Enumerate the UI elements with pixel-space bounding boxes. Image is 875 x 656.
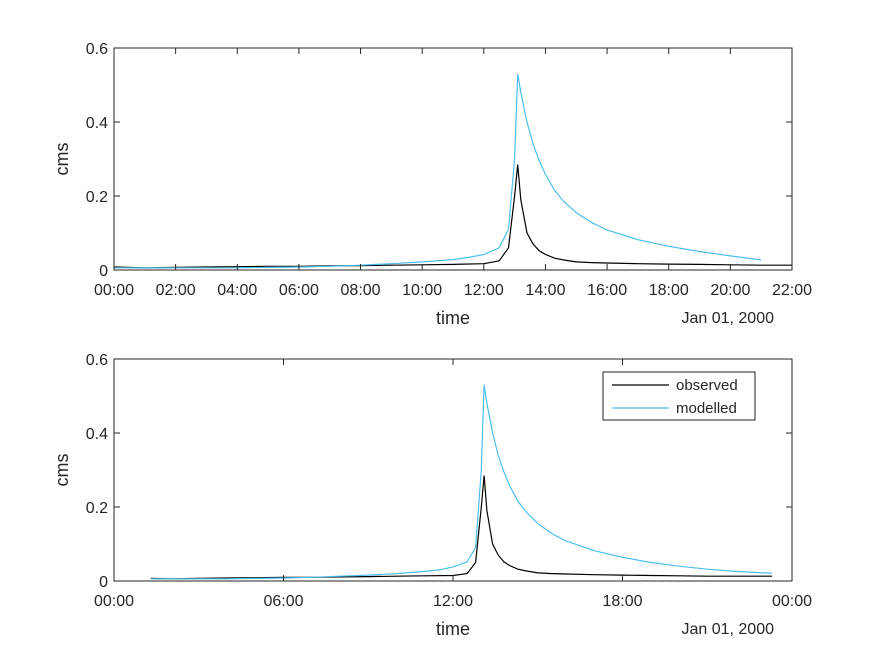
x-tick-label: 22:00: [772, 282, 812, 299]
x-tick-label: 20:00: [710, 282, 750, 299]
x-tick-label: 00:00: [94, 282, 134, 299]
series-line-modelled: [150, 384, 773, 580]
x-tick-label: 00:00: [94, 593, 134, 610]
y-tick-label: 0.4: [86, 115, 108, 132]
series-line-modelled: [114, 73, 762, 269]
plot-area: [113, 47, 793, 271]
x-tick-label: 02:00: [156, 282, 196, 299]
x-tick-label: 16:00: [587, 282, 627, 299]
x-tick-label: 06:00: [263, 593, 303, 610]
x-tick-label: 06:00: [279, 282, 319, 299]
x-tick-label: 04:00: [217, 282, 257, 299]
y-tick-label: 0: [99, 574, 108, 591]
y-tick-label: 0.4: [86, 426, 108, 443]
y-tick-label: 0.6: [86, 352, 108, 369]
y-tick-label: 0: [99, 263, 108, 280]
bottom-axes: 00:00 06:00 12:00 18:00 00:00 0 0.2 0.4 0.6 time c…: [52, 352, 812, 639]
date-label: Jan 01, 2000: [681, 310, 774, 327]
legend-box: [602, 371, 756, 421]
series-line-observed: [114, 164, 792, 269]
y-tick-label: 0.2: [86, 500, 108, 517]
x-tick-label: 12:00: [464, 282, 504, 299]
x-tick-label: 14:00: [525, 282, 565, 299]
top-axes: 00:00 02:00 04:00 06:00 08:00 10:00 12:00 14:00…: [52, 41, 812, 328]
x-axis-label: time: [436, 619, 470, 639]
x-tick-label: 12:00: [433, 593, 473, 610]
y-axis-label: cms: [52, 454, 72, 487]
x-tick-label: 10:00: [402, 282, 442, 299]
y-tick-label: 0.2: [86, 189, 108, 206]
legend-label-observed: observed: [676, 377, 738, 394]
y-tick-label: 0.6: [86, 41, 108, 58]
x-tick-label: 08:00: [341, 282, 381, 299]
legend: observed modelled: [602, 371, 756, 421]
legend-label-modelled: modelled: [676, 400, 737, 417]
date-label: Jan 01, 2000: [681, 621, 774, 638]
y-axis-label: cms: [52, 143, 72, 176]
x-tick-label: 18:00: [649, 282, 689, 299]
x-tick-label: 00:00: [772, 593, 812, 610]
x-axis-label: time: [436, 308, 470, 328]
x-tick-label: 18:00: [602, 593, 642, 610]
